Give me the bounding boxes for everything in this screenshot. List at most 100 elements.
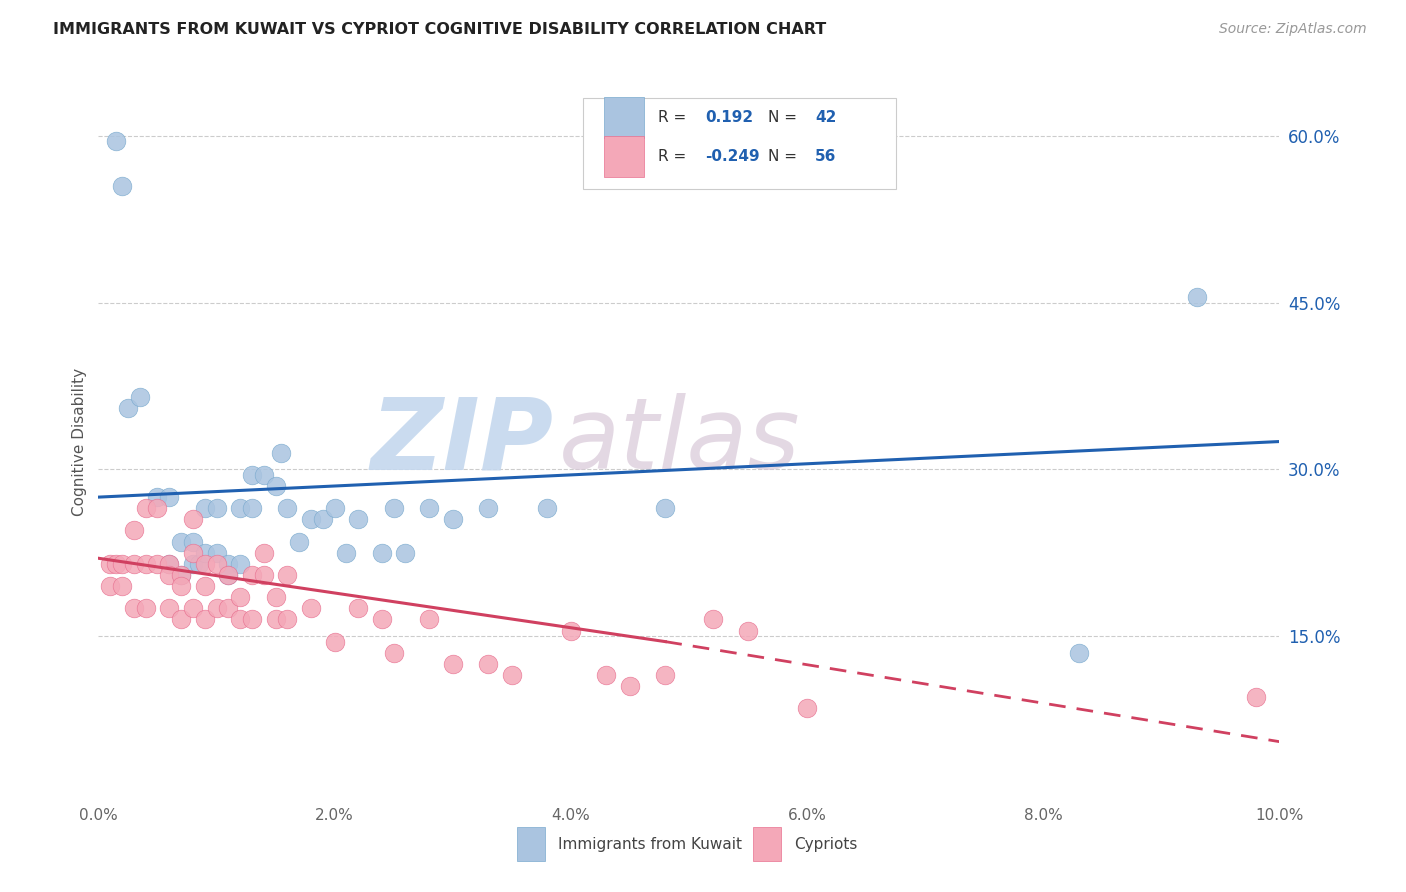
Point: [240, 501, 263, 516]
Point: [323, 634, 346, 648]
Point: [560, 624, 582, 638]
Point: [217, 601, 239, 615]
Point: [157, 568, 180, 582]
Text: 0.192: 0.192: [706, 111, 754, 125]
Point: [157, 557, 180, 571]
Point: [135, 557, 157, 571]
Point: [418, 501, 440, 516]
Point: [194, 501, 217, 516]
Text: Source: ZipAtlas.com: Source: ZipAtlas.com: [1219, 22, 1367, 37]
Point: [382, 646, 405, 660]
Point: [335, 546, 357, 560]
Text: 42: 42: [815, 111, 837, 125]
Point: [194, 579, 217, 593]
Point: [312, 512, 335, 526]
Point: [181, 512, 204, 526]
Text: IMMIGRANTS FROM KUWAIT VS CYPRIOT COGNITIVE DISABILITY CORRELATION CHART: IMMIGRANTS FROM KUWAIT VS CYPRIOT COGNIT…: [53, 22, 827, 37]
Text: Cypriots: Cypriots: [794, 837, 858, 852]
Point: [135, 601, 157, 615]
Point: [619, 679, 641, 693]
Text: 56: 56: [815, 149, 837, 164]
Point: [170, 568, 193, 582]
Point: [135, 501, 157, 516]
Point: [157, 557, 180, 571]
Point: [394, 546, 416, 560]
Point: [194, 612, 217, 626]
Point: [205, 557, 228, 571]
Point: [229, 590, 252, 604]
Point: [264, 612, 287, 626]
Point: [111, 178, 134, 193]
Point: [347, 512, 370, 526]
Point: [181, 546, 204, 560]
Point: [229, 612, 252, 626]
Text: ZIP: ZIP: [370, 393, 553, 490]
Point: [122, 557, 145, 571]
Point: [299, 601, 322, 615]
Y-axis label: Cognitive Disability: Cognitive Disability: [72, 368, 87, 516]
Point: [536, 501, 558, 516]
Point: [111, 557, 134, 571]
FancyBboxPatch shape: [516, 828, 546, 862]
Text: -0.249: -0.249: [706, 149, 761, 164]
Point: [187, 557, 209, 571]
Point: [382, 501, 405, 516]
Point: [276, 612, 298, 626]
FancyBboxPatch shape: [582, 98, 896, 189]
Point: [170, 568, 193, 582]
Point: [299, 512, 322, 526]
Point: [128, 390, 150, 404]
Point: [181, 601, 204, 615]
Point: [194, 546, 217, 560]
Point: [702, 612, 724, 626]
Point: [122, 601, 145, 615]
Point: [347, 601, 370, 615]
Point: [240, 612, 263, 626]
Point: [205, 501, 228, 516]
Point: [654, 668, 676, 682]
Point: [229, 501, 252, 516]
Point: [170, 612, 193, 626]
FancyBboxPatch shape: [752, 828, 782, 862]
Point: [181, 557, 204, 571]
Point: [105, 135, 128, 149]
Point: [276, 501, 298, 516]
Point: [253, 546, 276, 560]
Text: Immigrants from Kuwait: Immigrants from Kuwait: [558, 837, 742, 852]
Point: [270, 445, 292, 459]
Point: [146, 490, 169, 504]
FancyBboxPatch shape: [605, 136, 644, 178]
Point: [170, 534, 193, 549]
FancyBboxPatch shape: [605, 97, 644, 138]
Point: [737, 624, 759, 638]
Point: [157, 601, 180, 615]
Point: [205, 546, 228, 560]
Point: [122, 524, 145, 538]
Point: [111, 579, 134, 593]
Point: [253, 568, 276, 582]
Point: [477, 501, 499, 516]
Point: [264, 479, 287, 493]
Point: [146, 501, 169, 516]
Text: N =: N =: [768, 111, 801, 125]
Point: [1185, 290, 1208, 304]
Point: [441, 512, 464, 526]
Point: [323, 501, 346, 516]
Point: [98, 557, 121, 571]
Point: [217, 568, 239, 582]
Point: [146, 557, 169, 571]
Point: [229, 557, 252, 571]
Point: [157, 490, 180, 504]
Point: [253, 467, 276, 482]
Point: [240, 467, 263, 482]
Point: [194, 557, 217, 571]
Point: [105, 557, 128, 571]
Point: [205, 601, 228, 615]
Point: [240, 568, 263, 582]
Point: [98, 579, 121, 593]
Text: R =: R =: [658, 149, 692, 164]
Point: [418, 612, 440, 626]
Point: [441, 657, 464, 671]
Point: [595, 668, 617, 682]
Point: [117, 401, 139, 416]
